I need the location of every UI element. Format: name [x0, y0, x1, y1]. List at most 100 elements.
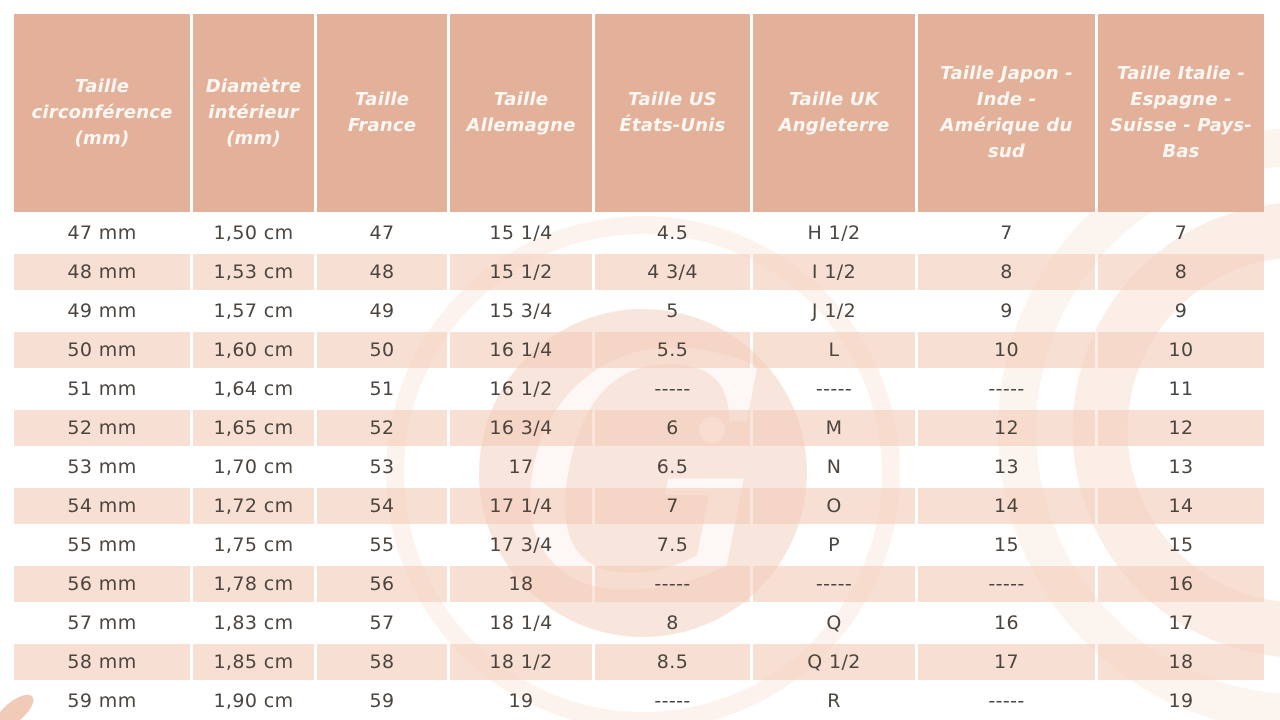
table-cell: 6.5: [656, 456, 689, 478]
table-cell: 15 1/4: [489, 222, 553, 244]
table-cell: 10: [918, 332, 1095, 368]
table-cell: 57: [369, 612, 395, 634]
table-cell: 56: [317, 566, 447, 602]
table-cell: 8: [1098, 254, 1264, 290]
table-cell: 47 mm: [67, 222, 137, 244]
table-cell: P: [828, 534, 840, 556]
table-cell: 5: [666, 300, 679, 322]
table-cell: -----: [815, 378, 853, 400]
table-cell: 19: [508, 690, 534, 712]
table-cell: 16 3/4: [450, 410, 592, 446]
table-cell: 59: [369, 690, 395, 712]
table-cell: 51: [369, 378, 395, 400]
table-cell: 18 1/2: [450, 644, 592, 680]
table-cell: O: [753, 488, 915, 524]
table-cell: 17: [508, 456, 534, 478]
ring-size-table: Taille circonférence (mm) Diamètre intér…: [11, 11, 1267, 720]
table-cell: 59 mm: [67, 690, 137, 712]
table-cell: -----: [753, 566, 915, 602]
column-header-italie: Taille Italie - Espagne - Suisse - Pays-…: [1098, 14, 1264, 212]
table-cell: Q 1/2: [753, 644, 915, 680]
table-cell: 17: [1168, 612, 1194, 634]
table-cell: 4.5: [656, 222, 689, 244]
table-cell: 1,85 cm: [193, 644, 314, 680]
table-cell: 19: [1168, 690, 1194, 712]
table-cell: 17 1/4: [450, 488, 592, 524]
table-cell: R: [827, 690, 841, 712]
table-cell: -----: [595, 566, 750, 602]
table-cell: 6: [595, 410, 750, 446]
table-cell: 7: [1000, 222, 1013, 244]
table-cell: 48: [317, 254, 447, 290]
table-row: 57 mm 1,83 cm 57 18 1/4 8 Q 16 17: [14, 605, 1264, 641]
table-cell: 17 3/4: [489, 534, 553, 556]
table-cell: 53: [369, 456, 395, 478]
table-cell: 1,90 cm: [213, 690, 294, 712]
table-cell: M: [753, 410, 915, 446]
table-row: 56 mm 1,78 cm 56 18 ----- ----- ----- 16: [14, 566, 1264, 602]
table-cell: 15 3/4: [489, 300, 553, 322]
table-cell: 18: [1098, 644, 1264, 680]
table-cell: -----: [918, 566, 1095, 602]
table-cell: N: [826, 456, 842, 478]
table-cell: 1,83 cm: [213, 612, 294, 634]
table-cell: 1,53 cm: [193, 254, 314, 290]
table-cell: 15 1/2: [450, 254, 592, 290]
table-row: 59 mm 1,90 cm 59 19 ----- R ----- 19: [14, 683, 1264, 719]
table-cell: 54: [317, 488, 447, 524]
column-header-uk: Taille UK Angleterre: [753, 14, 915, 212]
table-row: 49 mm 1,57 cm 49 15 3/4 5 J 1/2 9 9: [14, 293, 1264, 329]
table-cell: 11: [1168, 378, 1194, 400]
table-cell: 14: [918, 488, 1095, 524]
table-row: 50 mm 1,60 cm 50 16 1/4 5.5 L 10 10: [14, 332, 1264, 368]
table-cell: H 1/2: [807, 222, 861, 244]
table-cell: -----: [654, 690, 691, 712]
table-cell: 55: [369, 534, 395, 556]
table-cell: 12: [1098, 410, 1264, 446]
table-cell: 1,78 cm: [193, 566, 314, 602]
table-cell: -----: [988, 690, 1025, 712]
table-cell: 58: [317, 644, 447, 680]
table-cell: 55 mm: [67, 534, 137, 556]
table-cell: 15: [1168, 534, 1194, 556]
table-cell: 18 1/4: [489, 612, 553, 634]
table-cell: 1,50 cm: [213, 222, 294, 244]
table-cell: 16: [1098, 566, 1264, 602]
column-header-allemagne: Taille Allemagne: [450, 14, 592, 212]
table-cell: 52 mm: [14, 410, 190, 446]
table-cell: 49: [369, 300, 395, 322]
table-cell: 12: [918, 410, 1095, 446]
table-cell: 1,65 cm: [193, 410, 314, 446]
table-cell: 47: [369, 222, 395, 244]
table-cell: 10: [1098, 332, 1264, 368]
table-cell: 51 mm: [67, 378, 137, 400]
header-row: Taille circonférence (mm) Diamètre intér…: [14, 14, 1264, 212]
table-cell: 1,60 cm: [193, 332, 314, 368]
table-cell: 57 mm: [67, 612, 137, 634]
table-cell: 1,75 cm: [213, 534, 294, 556]
table-cell: 9: [1174, 300, 1188, 322]
table-row: 53 mm 1,70 cm 53 17 6.5 N 13 13: [14, 449, 1264, 485]
table-cell: 54 mm: [14, 488, 190, 524]
table-cell: 1,70 cm: [213, 456, 294, 478]
table-cell: 4 3/4: [595, 254, 750, 290]
table-cell: 13: [1168, 456, 1194, 478]
table-cell: 16 1/2: [489, 378, 553, 400]
table-row: 54 mm 1,72 cm 54 17 1/4 7 O 14 14: [14, 488, 1264, 524]
table-cell: -----: [654, 378, 691, 400]
table-cell: 1,72 cm: [193, 488, 314, 524]
table-cell: 48 mm: [14, 254, 190, 290]
column-header-diametre: Diamètre intérieur (mm): [193, 14, 314, 212]
table-row: 52 mm 1,65 cm 52 16 3/4 6 M 12 12: [14, 410, 1264, 446]
table-cell: -----: [988, 378, 1025, 400]
table-row: 48 mm 1,53 cm 48 15 1/2 4 3/4 I 1/2 8 8: [14, 254, 1264, 290]
table-row: 55 mm 1,75 cm 55 17 3/4 7.5 P 15 15: [14, 527, 1264, 563]
table-cell: 7: [595, 488, 750, 524]
table-cell: 49 mm: [67, 300, 137, 322]
table-cell: 9: [1000, 300, 1013, 322]
column-header-circonference: Taille circonférence (mm): [14, 14, 190, 212]
table-cell: 1,57 cm: [213, 300, 294, 322]
table-cell: 14: [1098, 488, 1264, 524]
table-cell: 52: [317, 410, 447, 446]
